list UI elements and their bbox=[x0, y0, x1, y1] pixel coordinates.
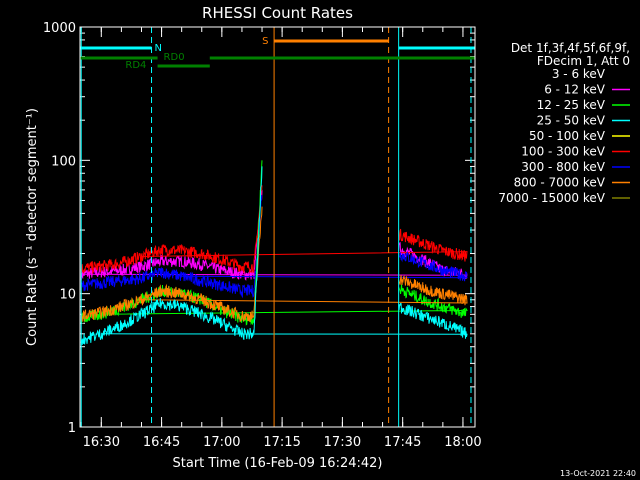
flag-label-n: N bbox=[155, 43, 162, 54]
y-tick-label: 10 bbox=[59, 288, 76, 303]
chart-title: RHESSI Count Rates bbox=[202, 4, 353, 22]
series-line-100-300keV-part1 bbox=[80, 185, 263, 275]
legend-entry-label: 25 - 50 keV bbox=[537, 114, 606, 128]
legend-entry-label: 3 - 6 keV bbox=[552, 67, 606, 81]
legend-entry-label: 100 - 300 keV bbox=[521, 145, 605, 159]
x-tick-label: 17:15 bbox=[263, 435, 300, 450]
legend-entry-label: 300 - 800 keV bbox=[521, 160, 605, 174]
x-tick-label: 17:45 bbox=[384, 435, 421, 450]
flag-label-s: S bbox=[262, 36, 268, 47]
date-stamp: 13-Oct-2021 22:40 bbox=[560, 469, 636, 478]
series-line-300-800keV-part1 bbox=[80, 194, 263, 299]
plot-frame bbox=[79, 26, 476, 428]
x-tick-label: 18:00 bbox=[444, 435, 481, 450]
legend-header: Det 1f,3f,4f,5f,6f,9f, bbox=[511, 41, 630, 55]
flag-label-rd4: RD4 bbox=[125, 60, 146, 71]
series-line-25-50keV-part2 bbox=[101, 302, 468, 339]
y-axis-label: Count Rate (s⁻¹ detector segment⁻¹) bbox=[25, 108, 40, 346]
y-tick-label: 100 bbox=[51, 154, 76, 169]
x-tick-label: 17:00 bbox=[203, 435, 240, 450]
x-axis-label: Start Time (16-Feb-09 16:24:42) bbox=[173, 456, 383, 471]
legend-entry-label: 7000 - 15000 keV bbox=[498, 191, 605, 205]
legend-entry-label: 12 - 25 keV bbox=[537, 98, 606, 112]
series-line-3-6keV-part2 bbox=[398, 277, 468, 312]
series-line-800-7000keV-part2 bbox=[141, 275, 468, 306]
legend-header: FDecim 1, Att 0 bbox=[537, 54, 630, 68]
legend-entry-label: 50 - 100 keV bbox=[529, 129, 606, 143]
flag-label-rd0: RD0 bbox=[164, 52, 185, 63]
x-tick-label: 17:30 bbox=[324, 435, 361, 450]
y-tick-label: 1 bbox=[68, 421, 76, 436]
legend-entry-label: 6 - 12 keV bbox=[544, 83, 606, 97]
series-line-300-800keV-part2 bbox=[181, 251, 468, 282]
x-tick-label: 16:45 bbox=[143, 435, 180, 450]
x-tick-label: 16:30 bbox=[83, 435, 120, 450]
y-tick-label: 1000 bbox=[43, 21, 76, 36]
series-line-100-300keV-part2 bbox=[141, 228, 468, 262]
legend-entry-label: 800 - 7000 keV bbox=[514, 176, 606, 190]
series-line-800-7000keV-part1 bbox=[80, 206, 263, 323]
